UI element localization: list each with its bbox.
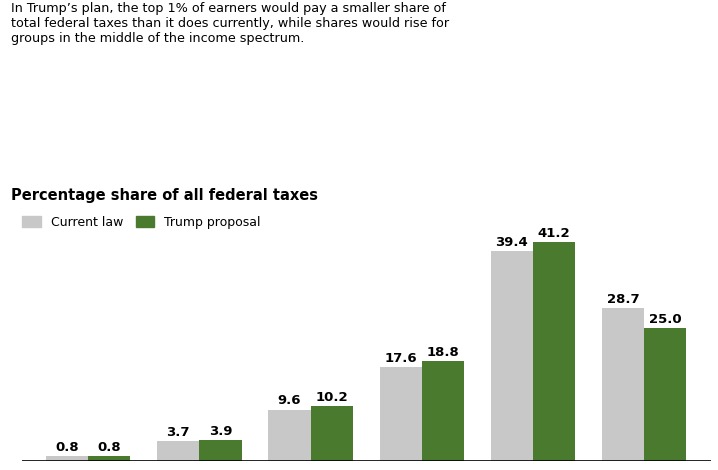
Bar: [533, 242, 575, 461]
Bar: [421, 360, 464, 461]
Text: In Trump’s plan, the top 1% of earners would pay a smaller share of
total federa: In Trump’s plan, the top 1% of earners w…: [11, 2, 449, 45]
Text: 25.0: 25.0: [649, 313, 681, 326]
Text: 41.2: 41.2: [538, 227, 570, 240]
Legend: Current law, Trump proposal: Current law, Trump proposal: [17, 211, 266, 234]
Text: 10.2: 10.2: [315, 392, 348, 404]
Bar: [644, 328, 686, 461]
Text: 0.8: 0.8: [98, 441, 121, 454]
Text: 28.7: 28.7: [607, 293, 639, 306]
Text: 39.4: 39.4: [495, 236, 528, 249]
Bar: [380, 367, 421, 461]
Text: 18.8: 18.8: [426, 345, 460, 359]
Bar: [490, 251, 533, 461]
Text: Percentage share of all federal taxes: Percentage share of all federal taxes: [11, 188, 318, 203]
Bar: [311, 407, 353, 461]
Text: 0.8: 0.8: [55, 441, 79, 454]
Text: 3.7: 3.7: [167, 426, 190, 439]
Text: 9.6: 9.6: [278, 394, 302, 407]
Bar: [269, 409, 311, 461]
Text: 17.6: 17.6: [384, 352, 417, 365]
Bar: [88, 456, 131, 461]
Bar: [200, 440, 242, 461]
Bar: [602, 308, 644, 461]
Text: 3.9: 3.9: [209, 425, 233, 438]
Bar: [157, 441, 200, 461]
Bar: [46, 456, 88, 461]
